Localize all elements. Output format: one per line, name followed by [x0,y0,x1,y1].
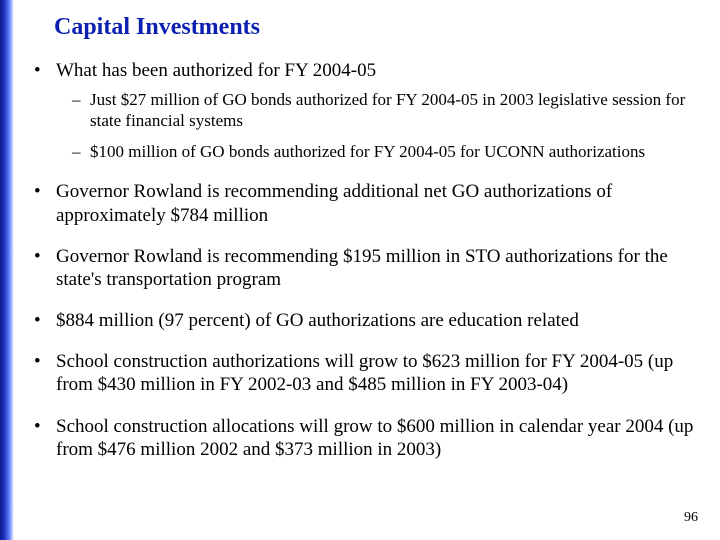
bullet-item: $884 million (97 percent) of GO authoriz… [32,309,708,332]
sub-bullet-text: Just $27 million of GO bonds authorized … [90,90,685,130]
slide-content: Capital Investments What has been author… [14,0,720,540]
sub-bullet-list: Just $27 million of GO bonds authorized … [56,90,708,162]
bullet-item: School construction allocations will gro… [32,415,708,461]
page-number: 96 [684,510,698,526]
sub-bullet-item: $100 million of GO bonds authorized for … [56,142,708,163]
bullet-text: What has been authorized for FY 2004-05 [56,60,376,81]
bullet-item: Governor Rowland is recommending additio… [32,180,708,226]
left-gradient-bar [0,0,14,540]
bullet-item: What has been authorized for FY 2004-05 … [32,59,708,162]
bullet-text: School construction authorizations will … [56,351,673,395]
bullet-item: Governor Rowland is recommending $195 mi… [32,245,708,291]
slide-title: Capital Investments [54,14,708,41]
bullet-text: Governor Rowland is recommending $195 mi… [56,246,668,290]
bullet-text: School construction allocations will gro… [56,416,693,460]
sub-bullet-item: Just $27 million of GO bonds authorized … [56,90,708,131]
sub-bullet-text: $100 million of GO bonds authorized for … [90,142,645,161]
bullet-list: What has been authorized for FY 2004-05 … [32,59,708,461]
bullet-item: School construction authorizations will … [32,350,708,396]
bullet-text: Governor Rowland is recommending additio… [56,181,612,225]
bullet-text: $884 million (97 percent) of GO authoriz… [56,310,579,331]
